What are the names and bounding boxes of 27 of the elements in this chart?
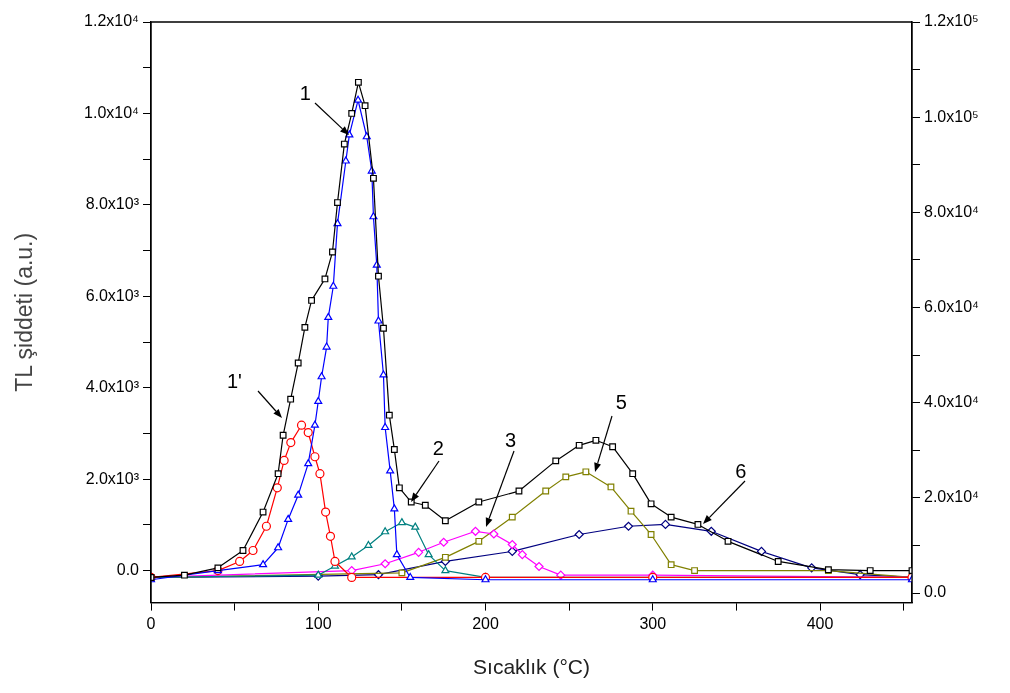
y-tick-label: 0.0	[116, 561, 140, 578]
y2-tick-label: 2.0x10⁴	[924, 488, 980, 506]
annotation: 5	[615, 391, 627, 414]
x-tick-label: 400	[806, 614, 834, 632]
y-axis-title: TL şiddeti (a.u.)	[11, 232, 38, 392]
y-tick-label: 8.0x10³	[85, 195, 140, 213]
y-tick-label: 6.0x10³	[85, 286, 140, 304]
x-tick-label: 200	[472, 614, 499, 632]
y2-tick-label: 6.0x10⁴	[924, 297, 980, 315]
annotation: 2	[432, 436, 444, 459]
annotation: 3	[504, 428, 517, 451]
x-tick-label: 0	[146, 614, 156, 632]
y-tick-label: 1.2x10⁴	[84, 12, 140, 30]
y2-tick-label: 8.0x10⁴	[924, 202, 980, 220]
y-tick-label: 1.0x10⁴	[84, 103, 140, 121]
x-tick-label: 300	[639, 614, 667, 632]
y2-tick-label: 1.0x10⁵	[924, 107, 979, 125]
x-axis-title: Sıcaklık (°C)	[473, 655, 590, 679]
y2-tick-label: 4.0x10⁴	[924, 393, 980, 411]
y-tick-label: 4.0x10³	[85, 378, 140, 396]
y-tick-label: 2.0x10³	[85, 469, 140, 487]
annotation: 6	[735, 459, 747, 482]
x-tick-label: 100	[304, 614, 332, 632]
annotation: 1	[299, 82, 311, 105]
annotation: 1'	[226, 369, 242, 392]
y2-tick-label: 0.0	[924, 583, 947, 601]
y2-tick-label: 1.2x10⁵	[924, 12, 979, 30]
